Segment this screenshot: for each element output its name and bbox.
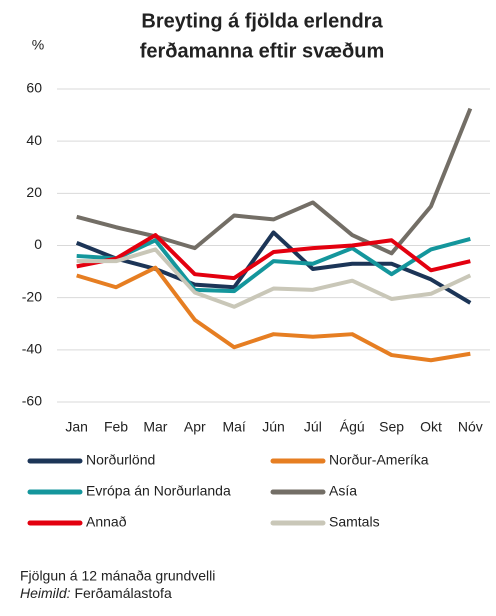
series-line — [76, 265, 471, 363]
y-tick-label: 0 — [34, 236, 42, 252]
x-tick-label: Mar — [143, 419, 167, 435]
series-line — [76, 233, 471, 281]
legend-label: Annað — [86, 514, 127, 530]
chart-title: Breyting á fjölda erlendra — [141, 10, 383, 32]
x-tick-label: Feb — [104, 419, 128, 435]
x-tick-label: Maí — [222, 419, 245, 435]
legend-label: Norðurlönd — [86, 452, 155, 468]
x-tick-label: Apr — [184, 419, 206, 435]
legend-label: Norður-Ameríka — [329, 452, 429, 468]
x-tick-label: Jún — [262, 419, 285, 435]
x-tick-label: Ágú — [340, 419, 365, 435]
x-tick-label: Okt — [420, 419, 442, 435]
legend-label: Samtals — [329, 514, 380, 530]
y-tick-label: 40 — [26, 132, 42, 148]
source-name: Ferðamálastofa — [74, 585, 171, 601]
series-line — [76, 107, 473, 256]
series-line — [76, 237, 471, 294]
y-tick-label: -20 — [22, 288, 42, 304]
source-label: Heimild: — [20, 585, 71, 601]
x-tick-label: Júl — [304, 419, 322, 435]
y-tick-label: -40 — [22, 341, 42, 357]
chart-title: ferðamanna eftir svæðum — [140, 40, 385, 62]
x-tick-label: Nóv — [458, 419, 483, 435]
y-tick-label: -60 — [22, 393, 42, 409]
x-tick-label: Jan — [65, 419, 88, 435]
y-tick-label: 20 — [26, 184, 42, 200]
y-tick-label: 60 — [26, 80, 42, 96]
series-line — [75, 230, 472, 305]
source: Heimild: Ferðamálastofa — [20, 585, 172, 601]
x-tick-label: Sep — [379, 419, 404, 435]
series-line — [76, 247, 472, 309]
legend-label: Evrópa án Norðurlanda — [86, 483, 231, 499]
note: Fjölgun á 12 mánaða grundvelli — [20, 568, 215, 584]
y-axis-label: % — [32, 37, 44, 53]
legend-label: Asía — [329, 483, 357, 499]
